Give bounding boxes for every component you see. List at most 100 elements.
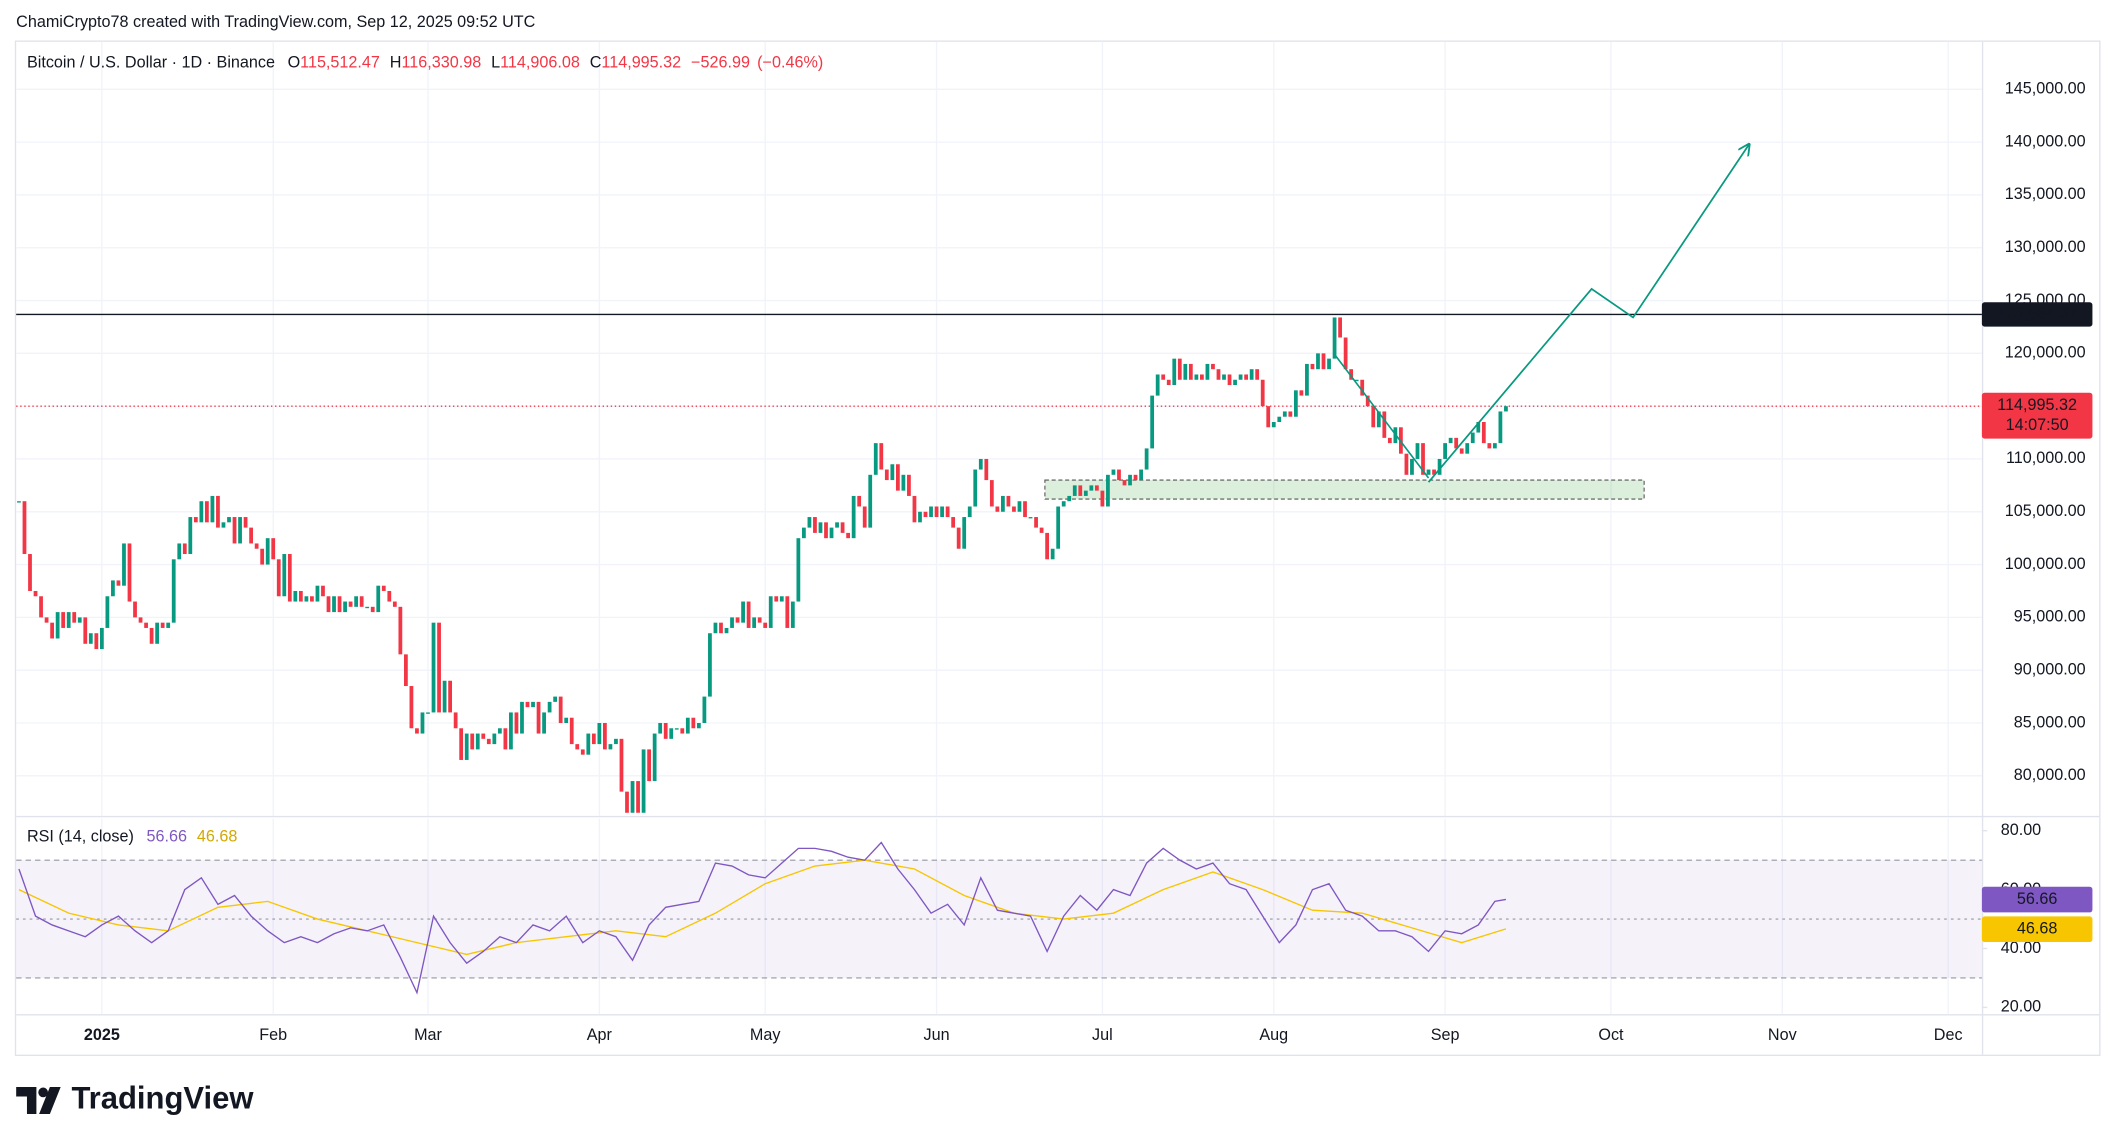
candle (796, 538, 801, 602)
candle (249, 527, 253, 544)
candle (99, 627, 104, 650)
candle (730, 617, 734, 628)
x-tick-label: Dec (1934, 1026, 1963, 1044)
candle (868, 474, 873, 528)
candle (1354, 379, 1359, 382)
candle (1310, 363, 1315, 370)
candle (824, 522, 828, 539)
candle (94, 633, 99, 650)
candle (752, 617, 757, 628)
candle (945, 506, 950, 518)
candle (326, 596, 331, 613)
projection-arrow (1427, 144, 1750, 483)
candle (746, 601, 751, 628)
candle (509, 712, 513, 750)
candle (470, 733, 475, 750)
candle (625, 791, 629, 813)
x-tick-label: Mar (414, 1026, 442, 1044)
candle (1238, 374, 1243, 380)
change-percent: (−0.46%) (757, 54, 823, 72)
candle (1481, 422, 1486, 444)
candle (138, 617, 143, 623)
candle (918, 511, 922, 523)
y-tick-label: 105,000.00 (2005, 502, 2086, 520)
y-tick-label: 145,000.00 (2005, 80, 2086, 98)
candle (1321, 353, 1326, 370)
candle (1327, 358, 1331, 370)
candle (28, 554, 32, 591)
candle (1039, 527, 1044, 533)
candle (238, 517, 242, 544)
x-tick-label: May (750, 1026, 781, 1044)
candle (199, 501, 204, 523)
candle (260, 548, 265, 565)
candle (1343, 337, 1348, 370)
x-tick-label: Jun (924, 1026, 950, 1044)
last-price-box-label: 114,995.32 (1997, 396, 2077, 414)
candle (1387, 437, 1392, 444)
candle (1150, 395, 1155, 449)
rsi-ma-line (18, 859, 1507, 956)
candle (310, 596, 314, 602)
candle (1017, 501, 1022, 512)
candle (254, 543, 259, 549)
grid (16, 41, 1988, 1015)
candle (536, 701, 541, 734)
candle (652, 733, 657, 782)
candle (1089, 485, 1094, 491)
x-tick-label: Sep (1431, 1026, 1460, 1044)
candle (1056, 506, 1061, 549)
candle (205, 501, 209, 523)
candle (293, 590, 298, 602)
ohlc-key: C (590, 54, 602, 72)
candle (647, 749, 652, 782)
candle (989, 480, 994, 507)
candle (818, 522, 823, 533)
candle (193, 517, 198, 523)
candle (1023, 501, 1027, 518)
candle (1034, 517, 1038, 528)
ohlc-key: O (288, 54, 301, 72)
rsi-value-box (1981, 886, 2093, 913)
candle (569, 717, 574, 745)
candle (1266, 406, 1271, 428)
candle (835, 522, 839, 528)
candle (923, 511, 928, 518)
candle (940, 506, 944, 518)
candle (741, 601, 745, 623)
candle (525, 701, 530, 708)
candle (813, 517, 817, 533)
candle (785, 596, 790, 628)
candle (1365, 395, 1370, 407)
candle (1371, 406, 1376, 428)
candle (1305, 363, 1309, 396)
candle (17, 501, 21, 503)
candle (674, 728, 679, 730)
candle (586, 733, 591, 755)
candle (1338, 317, 1342, 338)
candle (1050, 548, 1055, 560)
candle (1415, 443, 1420, 459)
candle (343, 601, 347, 613)
candle (332, 596, 336, 613)
frame (14, 40, 2101, 1056)
candle (619, 738, 624, 792)
candle (88, 633, 93, 644)
rsi-band (16, 860, 1982, 978)
candle (575, 744, 580, 750)
candle (907, 474, 911, 496)
candle (232, 517, 237, 544)
candle (55, 612, 60, 639)
y-tick-label: 90,000.00 (2014, 660, 2086, 678)
x-tick-label: Oct (1598, 1026, 1624, 1044)
candle (553, 696, 558, 702)
candle (105, 596, 110, 628)
candle (934, 506, 939, 518)
candle (111, 580, 115, 597)
candle (1078, 485, 1083, 496)
candle (72, 612, 77, 623)
candle (398, 606, 403, 655)
candle (1139, 469, 1143, 481)
candle (719, 622, 723, 634)
support-zone (1044, 479, 1645, 500)
